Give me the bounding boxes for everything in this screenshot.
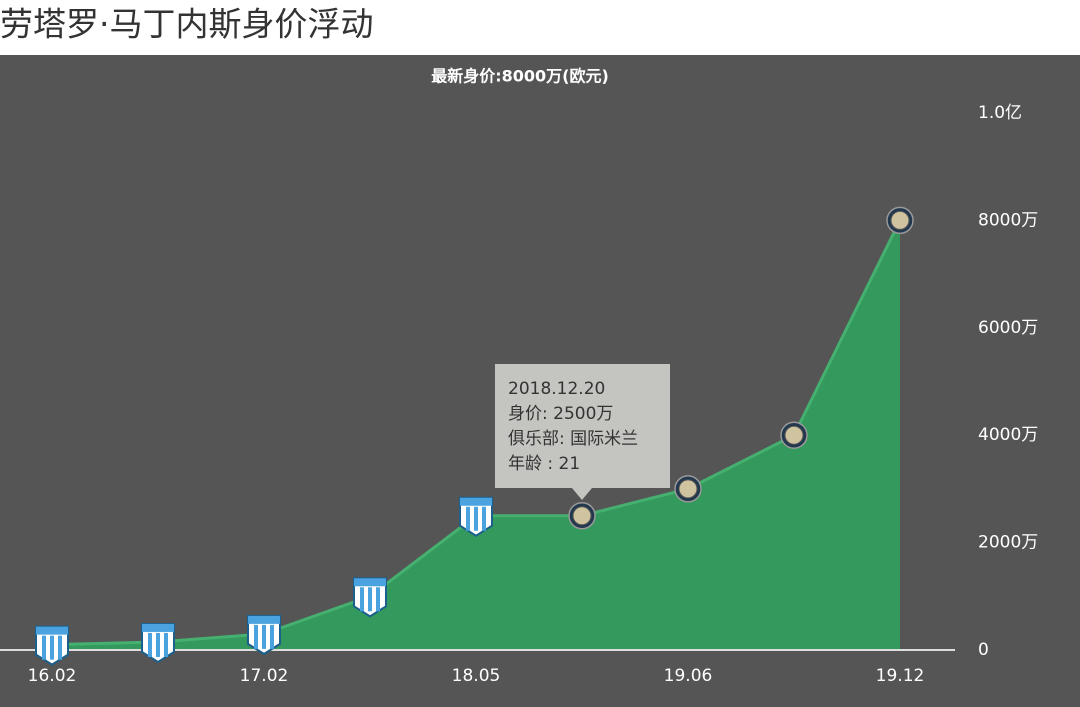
marker-circle bbox=[674, 475, 702, 503]
x-tick-label: 16.02 bbox=[28, 666, 77, 686]
y-tick-label: 0 bbox=[978, 640, 989, 660]
shield-stripe bbox=[58, 635, 62, 660]
shield-stripe bbox=[254, 624, 258, 649]
tooltip-line: 2018.12.20 bbox=[508, 379, 605, 399]
shield-stripe bbox=[262, 624, 266, 649]
marker-shield bbox=[459, 496, 493, 537]
y-tick-label: 8000万 bbox=[978, 210, 1038, 230]
shield-top bbox=[142, 623, 174, 632]
marker-shield bbox=[35, 625, 69, 666]
marker-shield bbox=[247, 614, 281, 656]
badge-inner bbox=[572, 506, 592, 526]
shield-stripe bbox=[482, 506, 486, 531]
shield-top bbox=[354, 578, 386, 587]
x-tick-label: 19.06 bbox=[664, 666, 713, 686]
y-tick-label: 2000万 bbox=[978, 533, 1038, 553]
shield-stripe bbox=[466, 506, 470, 531]
shield-stripe bbox=[164, 632, 168, 657]
tooltip: 2018.12.20 身价: 2500万 俱乐部: 国际米兰 年龄 : 21 bbox=[495, 364, 670, 500]
marker-shield bbox=[353, 577, 387, 618]
shield-stripe bbox=[474, 506, 478, 531]
y-tick-label: 1.0亿 bbox=[978, 103, 1022, 123]
shield-stripe bbox=[148, 632, 152, 657]
x-tick-label: 18.05 bbox=[452, 666, 501, 686]
badge-inner bbox=[678, 479, 698, 499]
tooltip-line: 俱乐部: 国际米兰 bbox=[508, 429, 638, 449]
tooltip-line: 年龄 : 21 bbox=[508, 454, 580, 474]
area bbox=[52, 220, 900, 650]
marker-shield bbox=[141, 622, 175, 664]
x-tick-label: 17.02 bbox=[240, 666, 289, 686]
shield-stripe bbox=[270, 624, 274, 649]
shield-top bbox=[460, 497, 492, 506]
shield-stripe bbox=[368, 587, 372, 612]
marker-circle bbox=[780, 421, 808, 449]
tooltip-box bbox=[495, 364, 670, 500]
x-tick-label: 19.12 bbox=[876, 666, 925, 686]
tooltip-line: 身价: 2500万 bbox=[508, 404, 613, 424]
y-tick-label: 6000万 bbox=[978, 318, 1038, 338]
plot: 0 2000万 4000万 6000万 8000万 1.0亿 16.02 17.02 18.05… bbox=[0, 103, 1038, 686]
shield-stripe bbox=[50, 635, 54, 660]
shield-stripe bbox=[156, 632, 160, 657]
shield-top bbox=[248, 615, 280, 624]
shield-stripe bbox=[376, 587, 380, 612]
badge-inner bbox=[890, 210, 910, 230]
chart-subtitle: 最新身价:8000万(欧元) bbox=[431, 67, 609, 86]
marker-circle bbox=[568, 502, 596, 530]
shield-top bbox=[36, 626, 68, 635]
marker-circle bbox=[886, 206, 914, 235]
shield-stripe bbox=[360, 587, 364, 612]
y-tick-label: 4000万 bbox=[978, 425, 1038, 445]
chart-title: 劳塔罗·马丁内斯身价浮动 bbox=[0, 5, 374, 44]
badge-inner bbox=[784, 425, 804, 445]
shield-stripe bbox=[42, 635, 46, 660]
